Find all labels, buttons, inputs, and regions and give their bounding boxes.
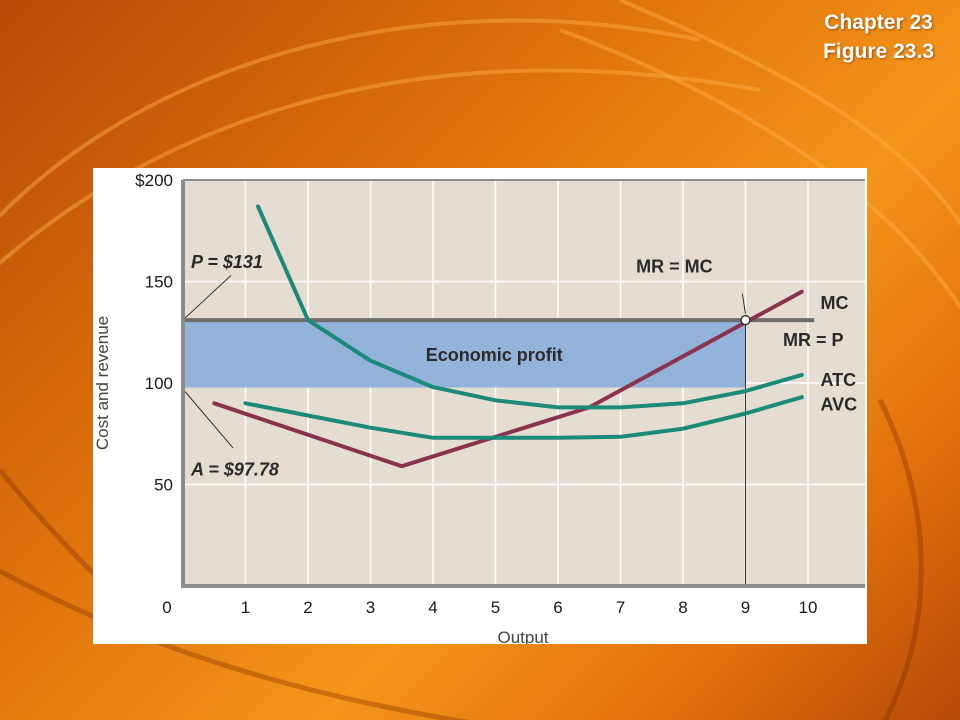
x-tick-label-6: 6 <box>553 598 562 617</box>
equilibrium-leader <box>741 293 746 315</box>
x-axis-title: Output <box>497 628 548 644</box>
series-avc-line <box>243 395 804 440</box>
figure-panel: Economic profit 0 1 2 3 4 5 6 7 8 9 10 50 100 150 $200 O… <box>93 168 867 644</box>
y-tick-label-200: $200 <box>135 171 173 190</box>
x-tick-label-1: 1 <box>241 598 250 617</box>
figure-label: Figure 23.3 <box>823 40 934 63</box>
x-tick-label-2: 2 <box>303 598 312 617</box>
y-axis-title: Cost and revenue <box>93 316 112 450</box>
equilibrium-point <box>740 314 751 326</box>
avc-label: AVC <box>821 394 858 414</box>
atc-label: ATC <box>821 370 857 390</box>
cost-revenue-chart: Economic profit 0 1 2 3 4 5 6 7 8 9 10 50 100 150 $200 O… <box>93 171 865 644</box>
x-tick-label-5: 5 <box>491 598 500 617</box>
price-line-label: MR = P <box>783 330 844 350</box>
x-tick-label-7: 7 <box>616 598 625 617</box>
economic-profit-label: Economic profit <box>426 345 563 365</box>
x-tick-label-3: 3 <box>366 598 375 617</box>
mc-label: MC <box>821 293 849 313</box>
x-tick-label-9: 9 <box>741 598 750 617</box>
price-annotation: P = $131 <box>191 252 263 272</box>
economic-profit-area <box>183 320 746 388</box>
x-tick-label-0: 0 <box>162 598 171 617</box>
y-tick-label-50: 50 <box>154 476 173 495</box>
average-cost-leader <box>184 391 234 449</box>
price-annotation-leader <box>184 275 232 319</box>
x-tick-label-10: 10 <box>799 598 818 617</box>
series-atc-line <box>256 204 804 410</box>
average-cost-annotation: A = $97.78 <box>190 459 279 479</box>
slide-heading: Chapter 23 Figure 23.3 <box>823 8 934 66</box>
y-tick-label-100: 100 <box>145 374 173 393</box>
x-tick-label-8: 8 <box>678 598 687 617</box>
chapter-label: Chapter 23 <box>824 11 933 34</box>
x-tick-label-4: 4 <box>428 598 437 617</box>
equilibrium-label: MR = MC <box>636 256 713 276</box>
y-tick-label-150: 150 <box>145 273 173 292</box>
